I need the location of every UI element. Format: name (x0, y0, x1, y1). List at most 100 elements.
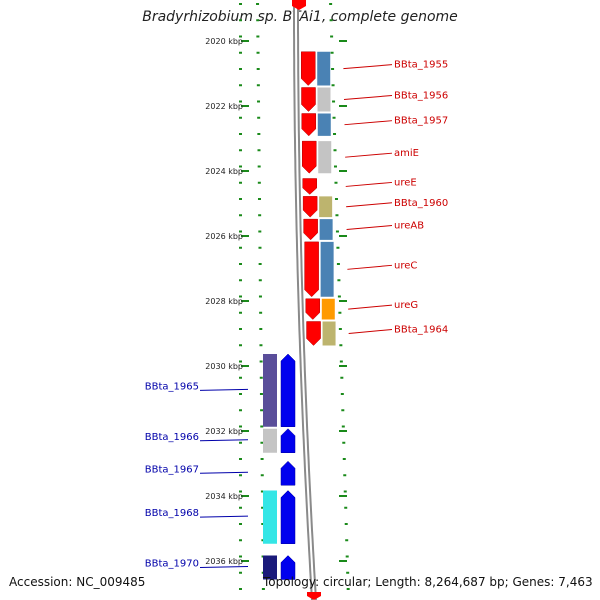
axis-dot (342, 458, 346, 460)
reverse-cds-arrow[interactable] (280, 460, 296, 486)
forward-cds-arrow[interactable] (301, 113, 317, 137)
gene-label-leader (348, 329, 393, 334)
axis-dot (344, 523, 348, 525)
gene-label-leader (343, 64, 393, 70)
axis-dot (338, 328, 342, 330)
scale-tick-label: 2022 kbp (205, 102, 243, 111)
axis-dot (342, 441, 346, 444)
axis-dot (239, 523, 242, 525)
forward-cds-arrow[interactable] (305, 298, 321, 320)
axis-dot (256, 68, 260, 70)
gene-category-box (322, 321, 336, 346)
axis-dot (239, 35, 242, 38)
gene-label-forward[interactable]: BBta_1957 (394, 116, 448, 127)
axis-dot (260, 458, 264, 460)
axis-dot (330, 51, 334, 54)
gene-label-forward[interactable]: ureE (394, 177, 417, 188)
gene-label-leader (199, 388, 249, 391)
axis-dot (259, 311, 263, 314)
axis-dot (333, 133, 337, 135)
gene-label-leader (345, 152, 393, 158)
axis-dot (239, 3, 242, 5)
gene-label-reverse[interactable]: BBta_1967 (145, 464, 199, 475)
axis-dot (346, 588, 350, 590)
gene-category-box (263, 555, 277, 580)
axis-dot (239, 474, 242, 477)
gene-label-leader (346, 202, 393, 208)
axis-dot (329, 19, 333, 22)
scale-tick-label: 2028 kbp (205, 297, 243, 306)
gene-label-forward[interactable]: ureG (394, 300, 418, 311)
axis-dot (239, 409, 242, 412)
reverse-cds-arrow[interactable] (280, 353, 296, 427)
axis-dot (261, 523, 265, 525)
gene-category-box (317, 51, 331, 86)
gene-category-box (319, 196, 333, 218)
axis-dot (335, 214, 339, 217)
axis-dot (239, 19, 242, 22)
forward-cds-arrow[interactable] (301, 140, 317, 174)
axis-dot (257, 149, 261, 152)
gene-label-forward[interactable]: ureC (394, 260, 417, 271)
axis-dot (260, 474, 264, 477)
gene-label-forward[interactable]: BBta_1960 (394, 198, 448, 209)
axis-dot (261, 588, 265, 590)
axis-dot (239, 490, 242, 493)
axis-dot (259, 328, 263, 330)
forward-cds-arrow[interactable] (303, 218, 318, 241)
axis-dot (260, 490, 264, 493)
forward-cds-arrow[interactable] (304, 241, 319, 298)
figure-title: Bradyrhizobium sp. BTAi1, complete genom… (142, 9, 458, 25)
gene-label-reverse[interactable]: BBta_1968 (145, 508, 199, 519)
forward-cds-arrow[interactable] (300, 51, 316, 86)
reverse-cds-arrow[interactable] (280, 555, 296, 580)
gene-label-reverse[interactable]: BBta_1965 (145, 381, 199, 392)
axis-dot (256, 35, 260, 38)
axis-dot (257, 198, 261, 200)
axis-dot (343, 490, 347, 493)
reverse-cds-arrow[interactable] (280, 490, 296, 544)
axis-dot (239, 571, 242, 574)
axis-dot (256, 51, 260, 54)
axis-dot (256, 3, 260, 5)
gene-label-forward[interactable]: ureAB (394, 221, 424, 232)
axis-dot (334, 198, 338, 200)
forward-cds-arrow[interactable] (302, 196, 318, 218)
axis-dot (239, 116, 242, 119)
axis-dot (257, 133, 261, 135)
gene-label-forward[interactable]: amiE (394, 148, 419, 159)
forward-cds-arrow[interactable] (301, 87, 316, 112)
axis-dot (239, 198, 242, 200)
axis-dot (333, 149, 337, 152)
axis-dot (259, 344, 263, 347)
gene-label-reverse[interactable]: BBta_1966 (145, 432, 199, 443)
axis-dot (239, 51, 242, 54)
axis-dot (239, 555, 242, 558)
gene-label-reverse[interactable]: BBta_1970 (145, 559, 199, 570)
axis-dot (239, 506, 242, 509)
scale-tick-label: 2032 kbp (205, 427, 243, 436)
gene-label-forward[interactable]: BBta_1964 (394, 325, 448, 336)
forward-cds-arrow[interactable] (306, 321, 321, 346)
axis-dot (239, 149, 242, 152)
axis-dot (260, 409, 264, 412)
gene-label-forward[interactable]: BBta_1955 (394, 60, 448, 71)
axis-dot (345, 539, 349, 542)
axis-dot (239, 458, 242, 460)
axis-dot (331, 68, 335, 70)
reverse-cds-arrow[interactable] (280, 428, 296, 453)
axis-dot (345, 555, 349, 558)
genome-stats-text: Topology: circular; Length: 8,264,687 bp… (263, 575, 593, 589)
axis-dot (239, 344, 242, 347)
gene-label-leader (347, 264, 393, 270)
forward-cds-arrow[interactable] (302, 178, 317, 195)
gene-label-leader (344, 120, 393, 126)
axis-dot (258, 295, 262, 298)
axis-dot (239, 425, 242, 428)
gene-label-forward[interactable]: BBta_1956 (394, 91, 448, 102)
axis-dot (257, 116, 261, 119)
axis-dot (257, 100, 261, 103)
axis-dot (334, 181, 338, 184)
